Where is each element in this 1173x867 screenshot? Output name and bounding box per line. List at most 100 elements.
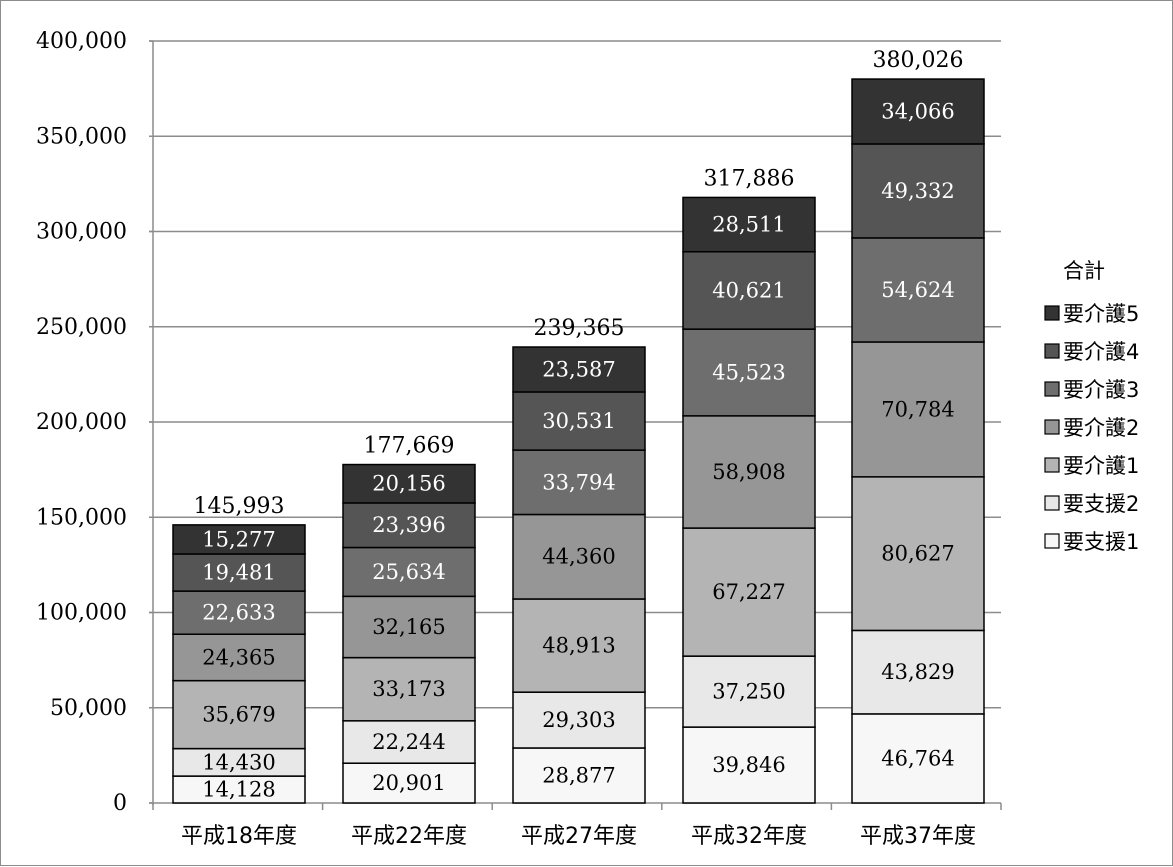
legend-entry-label: 要介護2: [1063, 416, 1139, 440]
x-tick-label: 平成18年度: [181, 824, 297, 849]
bar-segment: [172, 747, 306, 777]
segment-data-label: 39,846: [712, 753, 785, 777]
total-data-label: 145,993: [194, 494, 285, 519]
bars: [172, 78, 985, 804]
y-tick-label: 200,000: [36, 410, 127, 435]
bar-segment: [851, 237, 985, 343]
segment-data-label: 46,764: [881, 746, 954, 770]
total-data-label: 239,365: [534, 316, 625, 341]
bar-segment: [342, 762, 476, 804]
bar-segment: [512, 391, 646, 451]
segment-data-label: 32,165: [372, 615, 445, 639]
segment-data-label: 35,679: [202, 703, 275, 727]
legend-swatch: [1044, 419, 1060, 435]
segment-data-label: 80,627: [881, 542, 954, 566]
bar-segment: [172, 679, 306, 750]
bar-segment: [342, 502, 476, 549]
segment-data-label: 14,430: [202, 750, 275, 774]
bar-segment: [851, 78, 985, 145]
legend-swatch: [1044, 457, 1060, 473]
segment-data-label: 28,511: [712, 213, 785, 237]
legend-entry-label: 要介護4: [1063, 340, 1139, 364]
bar-segment: [172, 775, 306, 804]
segment-data-label: 28,877: [542, 763, 615, 787]
y-tick-label: 250,000: [36, 315, 127, 340]
segment-data-label: 15,277: [202, 527, 275, 551]
segment-data-label: 54,624: [881, 278, 954, 302]
bar-segment: [342, 720, 476, 764]
legend-entry-label: 要介護1: [1063, 454, 1139, 478]
bar-segment: [172, 633, 306, 682]
y-tick-label: 300,000: [36, 220, 127, 245]
legend-swatch: [1044, 305, 1060, 321]
y-tick-label: 350,000: [36, 124, 127, 149]
segment-data-label: 48,913: [542, 634, 615, 658]
segment-data-label: 30,531: [542, 409, 615, 433]
legend-entry-label: 要介護5: [1063, 302, 1139, 326]
bar-segment: [682, 655, 816, 728]
segment-data-label: 24,365: [202, 645, 275, 669]
bar-segment: [512, 346, 646, 393]
y-tick-label: 400,000: [36, 29, 127, 54]
segment-data-label: 22,633: [202, 601, 275, 625]
segment-data-label: 33,794: [542, 470, 615, 494]
segment-data-label: 33,173: [372, 677, 445, 701]
bar-segment: [851, 143, 985, 239]
bar-segment: [172, 553, 306, 592]
segment-data-label: 45,523: [712, 360, 785, 384]
segment-data-label: 58,908: [712, 460, 785, 484]
segment-data-label: 19,481: [202, 561, 275, 585]
legend-title: 合計: [1063, 259, 1105, 283]
legend-swatch: [1044, 533, 1060, 549]
y-tick-label: 100,000: [36, 601, 127, 626]
segment-data-label: 29,303: [542, 708, 615, 732]
legend-entry-label: 要介護3: [1063, 378, 1139, 402]
bar-segment: [342, 463, 476, 504]
legend-swatch: [1044, 495, 1060, 511]
bar-segment: [682, 196, 816, 253]
x-tick-label: 平成27年度: [521, 824, 637, 849]
legend-swatch: [1044, 343, 1060, 359]
segment-data-label: 34,066: [881, 99, 954, 123]
segment-data-label: 43,829: [881, 660, 954, 684]
bar-segment: [342, 595, 476, 659]
bar-segment: [512, 449, 646, 516]
total-data-label: 380,026: [873, 48, 964, 73]
x-tick-label: 平成22年度: [351, 824, 467, 849]
data-labels: 14,128 14,430 35,679 24,365 22,633 19,481 15,2…: [194, 48, 964, 801]
bar-segment: [172, 590, 306, 635]
bar-segment: [172, 524, 306, 555]
bar-segment: [342, 656, 476, 722]
segment-data-label: 22,244: [372, 730, 445, 754]
y-tick-label: 150,000: [36, 505, 127, 530]
segment-data-label: 67,227: [712, 580, 785, 604]
total-data-label: 317,886: [704, 166, 795, 191]
legend-entry-label: 要支援2: [1063, 492, 1139, 516]
bar-segment: [512, 691, 646, 749]
segment-data-label: 14,128: [202, 778, 275, 802]
y-tick-label: 0: [113, 791, 127, 816]
bar-segment: [512, 513, 646, 600]
segment-data-label: 23,587: [542, 357, 615, 381]
segment-data-label: 49,332: [881, 179, 954, 203]
bar-segment: [851, 341, 985, 478]
segment-data-label: 23,396: [372, 513, 445, 537]
segment-data-label: 25,634: [372, 560, 445, 584]
legend-entry-label: 要支援1: [1063, 530, 1139, 554]
segment-data-label: 20,156: [372, 472, 445, 496]
segment-data-label: 70,784: [881, 397, 954, 421]
segment-data-label: 40,621: [712, 278, 785, 302]
bar-segment: [342, 546, 476, 598]
x-tick-label: 平成32年度: [691, 824, 807, 849]
segment-data-label: 37,250: [712, 680, 785, 704]
y-tick-label: 50,000: [50, 696, 127, 721]
legend-swatch: [1044, 381, 1060, 397]
bar-segment: [512, 598, 646, 693]
axes: 0 50,000 100,000 150,000 200,000 250,000 300,0…: [36, 29, 1002, 849]
total-data-label: 177,669: [364, 434, 455, 459]
segment-data-label: 44,360: [542, 545, 615, 569]
x-tick-label: 平成37年度: [860, 824, 976, 849]
